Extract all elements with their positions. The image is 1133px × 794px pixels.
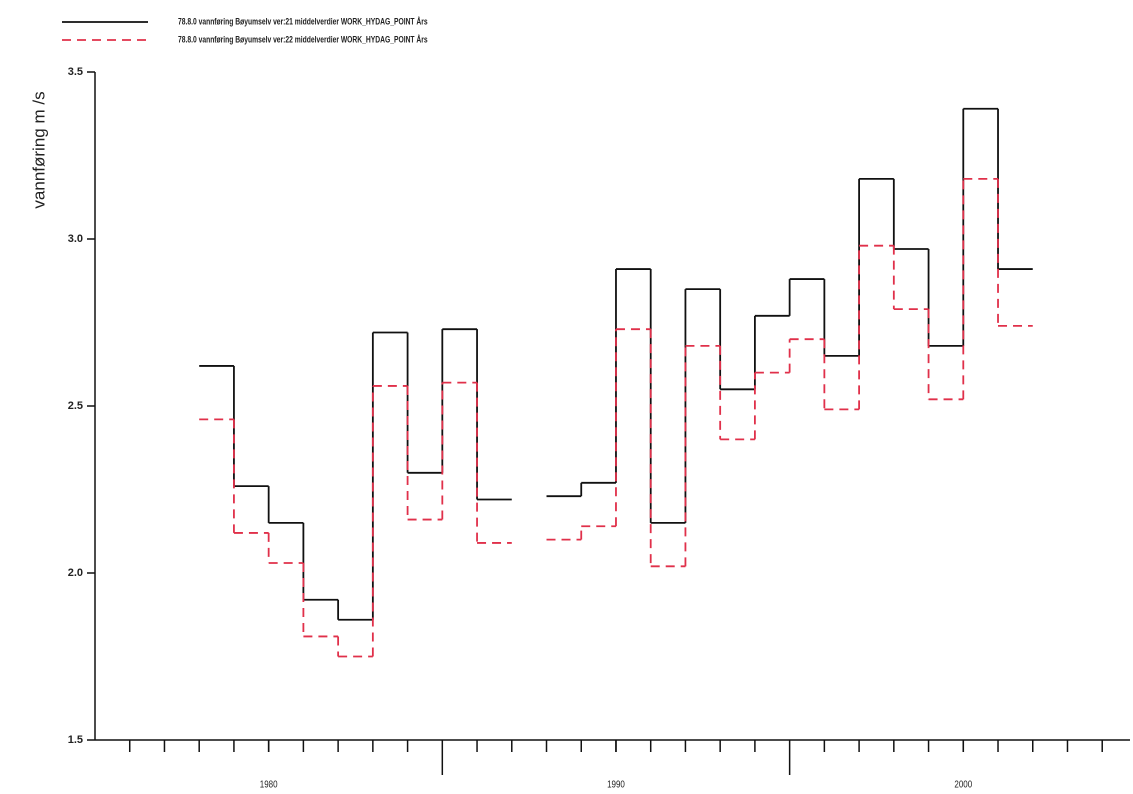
legend-label: 78.8.0 vannføring Bøyumselv ver:22 midde… [178,34,428,44]
y-tick-label: 2.0 [68,567,83,579]
y-tick-label: 2.5 [68,400,83,412]
y-tick-label: 3.5 [68,66,83,78]
y-tick-label: 1.5 [68,734,83,746]
legend-label: 78.8.0 vannføring Bøyumselv ver:21 midde… [178,16,428,26]
x-tick-label: 1980 [260,779,278,790]
y-tick-label: 3.0 [68,233,83,245]
x-tick-label: 1990 [607,779,625,790]
y-axis-label: vannføring m /s [29,91,48,208]
x-tick-label: 2000 [954,779,972,790]
